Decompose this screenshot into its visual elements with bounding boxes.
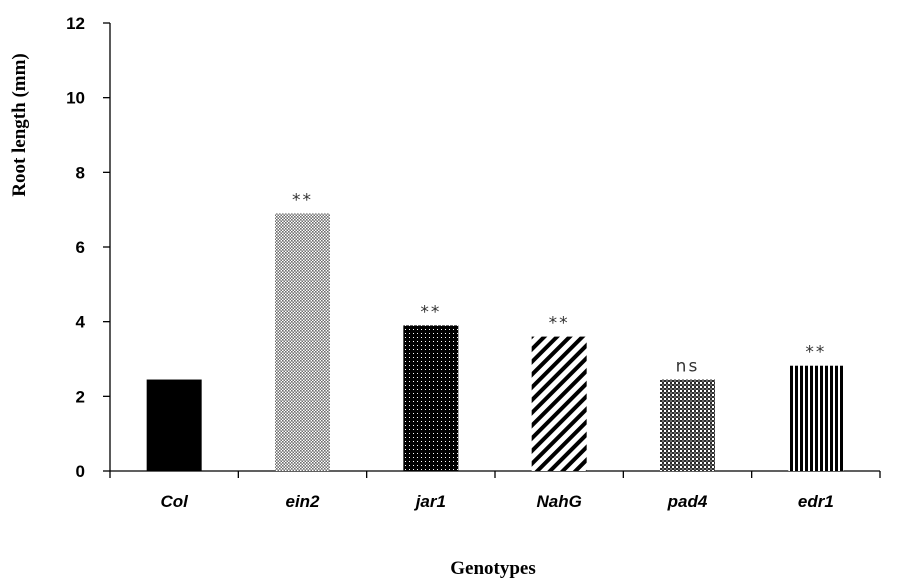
x-axis: Col ein2 jar1 NahG pad4 edr1 <box>109 470 881 511</box>
bar-nahg <box>531 336 587 471</box>
x-axis-title: Genotypes <box>450 558 536 579</box>
x-tick-label: NahG <box>536 492 581 511</box>
significance-label: ** <box>292 190 313 210</box>
x-tick-label: pad4 <box>667 492 708 511</box>
y-tick-label: 12 <box>66 14 85 33</box>
x-tick-label: ein2 <box>285 492 320 511</box>
y-axis-title: Root length (mm) <box>9 53 30 197</box>
x-tick-label: jar1 <box>414 492 446 511</box>
bar-jar1 <box>403 325 459 471</box>
y-tick-label: 0 <box>76 462 85 481</box>
x-tick-label: edr1 <box>798 492 834 511</box>
significance-annotations: ** ** ** ns ** <box>292 190 826 377</box>
significance-label: ** <box>420 302 441 322</box>
bars <box>146 213 844 471</box>
bar-col <box>146 379 202 471</box>
y-tick-label: 2 <box>76 387 85 406</box>
bar-pad4 <box>660 379 715 471</box>
y-tick-label: 10 <box>66 89 85 108</box>
y-tick-label: 6 <box>76 238 85 257</box>
significance-label: ** <box>549 314 570 334</box>
significance-label: ** <box>805 343 826 363</box>
y-tick-label: 4 <box>76 313 86 332</box>
bar-edr1 <box>788 365 844 471</box>
y-axis: 0 2 4 6 8 10 12 <box>66 14 111 481</box>
y-tick-label: 8 <box>76 163 85 182</box>
significance-label: ns <box>676 357 700 377</box>
bar-ein2 <box>275 213 330 471</box>
x-tick-label: Col <box>160 492 189 511</box>
